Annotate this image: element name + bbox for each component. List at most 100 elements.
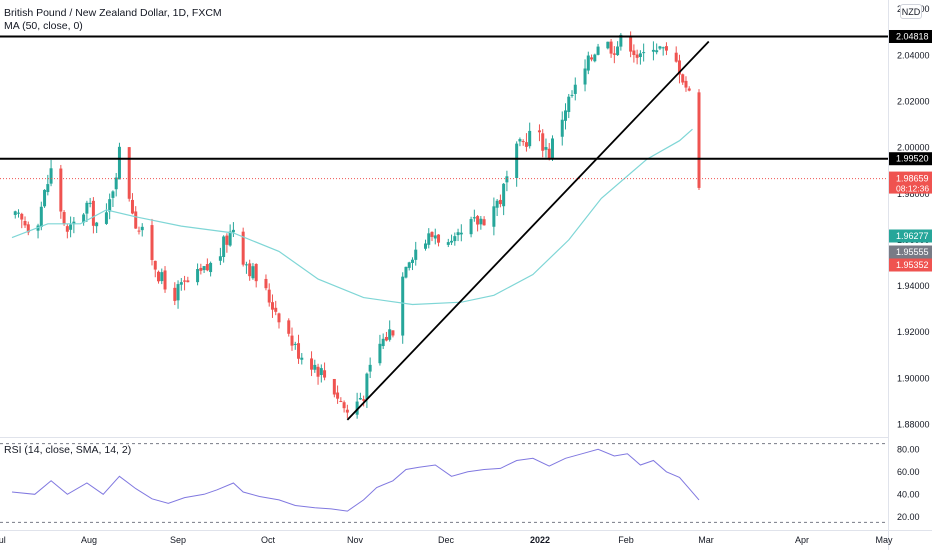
candle-body — [472, 217, 476, 219]
candle-body — [368, 364, 372, 372]
candle-body — [127, 147, 131, 199]
candle-body — [222, 236, 226, 257]
candle-body — [469, 219, 473, 235]
candle-body — [537, 130, 541, 133]
candle-body — [655, 50, 659, 53]
time-axis-tick: May — [875, 535, 893, 545]
level-price-label-text: 1.99520 — [896, 154, 929, 164]
candle-body — [596, 46, 600, 55]
candle-body — [17, 212, 21, 214]
candle-body — [173, 287, 177, 301]
candle-body — [163, 270, 167, 290]
candle-body — [446, 242, 450, 245]
candle-body — [664, 46, 668, 51]
candle-body — [290, 335, 294, 346]
candle-body — [619, 34, 623, 47]
candle-body — [13, 211, 17, 215]
candle-body — [46, 184, 50, 193]
candle-body — [85, 202, 89, 214]
candle-body — [450, 240, 454, 243]
candle-body — [570, 94, 574, 96]
candle-body — [524, 142, 528, 147]
candle-body — [495, 200, 499, 208]
candle-body — [39, 206, 43, 227]
candle-body — [88, 202, 92, 204]
candle-body — [437, 234, 441, 243]
candle-body — [95, 222, 99, 227]
candle-body — [153, 260, 157, 270]
candle-body — [498, 199, 502, 205]
candle-body — [225, 235, 229, 245]
candle-body — [358, 398, 362, 400]
price-axis-tick: 1.92000 — [897, 327, 930, 337]
candle-body — [567, 96, 571, 113]
candle-body — [270, 302, 274, 310]
moving-average-line — [11, 128, 693, 306]
candle-body — [642, 52, 646, 54]
candle-body — [274, 307, 278, 312]
candle-body — [609, 41, 613, 54]
candle-body — [316, 366, 320, 377]
candle-body — [651, 49, 655, 52]
candle-body — [114, 177, 118, 190]
candle-body — [23, 221, 27, 226]
candle-body — [476, 216, 480, 225]
candle-body — [492, 206, 496, 227]
candle-body — [593, 54, 597, 62]
rsi-axis-tick: 40.00 — [897, 489, 920, 499]
candle-body — [117, 146, 121, 180]
candle-body — [339, 400, 343, 402]
candle-body — [541, 133, 545, 151]
candle-body — [108, 199, 112, 212]
candle-body — [378, 343, 382, 364]
candle-body — [62, 212, 66, 225]
candle-body — [43, 189, 47, 207]
candle-body — [518, 139, 522, 142]
candle-body — [586, 55, 590, 71]
candle-body — [160, 272, 164, 282]
price-axis-tick: 2.00000 — [897, 143, 930, 153]
candle-body — [564, 110, 568, 121]
time-axis-tick: Nov — [347, 535, 364, 545]
candle-body — [297, 343, 301, 359]
candle-body — [140, 226, 144, 231]
candle-body — [381, 338, 385, 347]
currency-badge[interactable]: NZD — [900, 4, 922, 19]
candle-body — [277, 313, 281, 323]
candle-body — [287, 320, 291, 334]
candle-body — [632, 50, 636, 56]
candle-body — [65, 226, 69, 232]
candle-body — [404, 266, 408, 278]
candle-body — [231, 229, 235, 233]
candle-body — [502, 183, 506, 207]
candle-body — [111, 191, 115, 198]
candle-body — [157, 271, 161, 282]
time-axis-tick: Mar — [698, 535, 714, 545]
price-axis-tick: 1.88000 — [897, 419, 930, 429]
candle-body — [218, 256, 222, 261]
candle-body — [606, 41, 610, 49]
candle-body — [342, 402, 346, 409]
indicator-price-label-text: 1.96277 — [896, 231, 929, 241]
rsi-axis-tick: 80.00 — [897, 444, 920, 454]
candle-body — [310, 358, 314, 370]
candle-body — [674, 52, 678, 62]
time-axis-tick: Oct — [261, 535, 276, 545]
candle-body — [104, 212, 108, 224]
indicator-price-label-bg — [889, 258, 932, 272]
candle-body — [183, 280, 187, 282]
level-price-label: 1.99520 — [889, 152, 932, 166]
candle-body — [199, 267, 203, 271]
last-price-value: 1.98659 — [896, 174, 929, 184]
candle-body — [345, 409, 349, 413]
candle-body — [658, 46, 662, 49]
indicator-price-label-text: 1.95352 — [896, 260, 929, 270]
candle-body — [433, 235, 437, 239]
time-axis-tick: Sep — [170, 535, 186, 545]
candle-body — [453, 236, 457, 242]
candle-body — [179, 282, 183, 285]
candle-body — [401, 276, 405, 336]
